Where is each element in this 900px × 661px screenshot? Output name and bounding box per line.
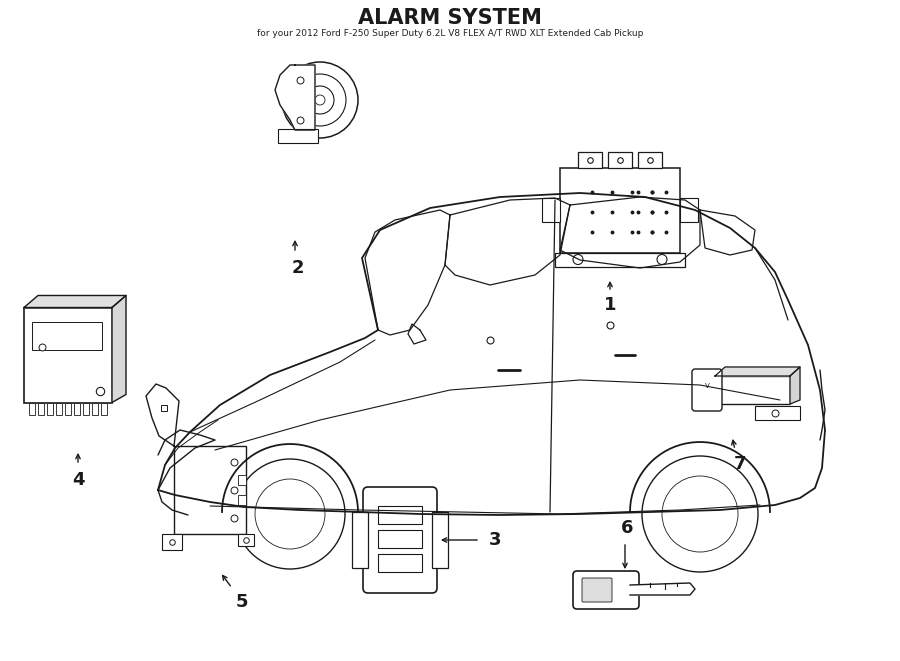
Text: V: V xyxy=(705,383,709,389)
FancyBboxPatch shape xyxy=(692,369,722,411)
FancyBboxPatch shape xyxy=(363,487,437,593)
FancyBboxPatch shape xyxy=(47,403,53,414)
FancyBboxPatch shape xyxy=(65,403,71,414)
FancyBboxPatch shape xyxy=(542,198,560,222)
FancyBboxPatch shape xyxy=(74,403,80,414)
Circle shape xyxy=(315,95,325,105)
FancyBboxPatch shape xyxy=(56,403,62,414)
Text: 2: 2 xyxy=(292,259,304,277)
FancyBboxPatch shape xyxy=(162,534,182,550)
FancyBboxPatch shape xyxy=(573,571,639,609)
Text: ALARM SYSTEM: ALARM SYSTEM xyxy=(358,8,542,28)
FancyBboxPatch shape xyxy=(92,403,98,414)
Circle shape xyxy=(642,456,758,572)
Text: 4: 4 xyxy=(72,471,85,489)
Polygon shape xyxy=(715,367,800,376)
Circle shape xyxy=(662,476,738,552)
FancyBboxPatch shape xyxy=(638,151,662,167)
FancyBboxPatch shape xyxy=(378,554,422,572)
FancyBboxPatch shape xyxy=(352,512,368,568)
FancyBboxPatch shape xyxy=(378,530,422,548)
FancyBboxPatch shape xyxy=(24,307,112,403)
FancyBboxPatch shape xyxy=(378,506,422,524)
FancyBboxPatch shape xyxy=(608,151,632,167)
Polygon shape xyxy=(275,65,315,130)
FancyBboxPatch shape xyxy=(238,534,254,546)
Circle shape xyxy=(255,479,325,549)
FancyBboxPatch shape xyxy=(680,198,698,222)
FancyBboxPatch shape xyxy=(582,578,612,602)
Polygon shape xyxy=(24,295,126,307)
Polygon shape xyxy=(630,583,695,595)
Circle shape xyxy=(306,86,334,114)
Circle shape xyxy=(294,74,346,126)
Circle shape xyxy=(657,254,667,264)
FancyBboxPatch shape xyxy=(238,495,246,505)
FancyBboxPatch shape xyxy=(715,376,790,404)
FancyBboxPatch shape xyxy=(278,129,318,143)
FancyBboxPatch shape xyxy=(238,475,246,485)
FancyBboxPatch shape xyxy=(174,446,246,534)
Circle shape xyxy=(573,254,583,264)
Text: 7: 7 xyxy=(734,455,746,473)
Circle shape xyxy=(235,459,345,569)
FancyBboxPatch shape xyxy=(101,403,107,414)
Text: 3: 3 xyxy=(489,531,501,549)
Circle shape xyxy=(282,62,358,138)
Text: 6: 6 xyxy=(621,519,634,537)
FancyBboxPatch shape xyxy=(432,512,448,568)
FancyBboxPatch shape xyxy=(83,403,89,414)
FancyBboxPatch shape xyxy=(38,403,44,414)
FancyBboxPatch shape xyxy=(755,406,800,420)
FancyBboxPatch shape xyxy=(29,403,35,414)
Polygon shape xyxy=(112,295,126,403)
Polygon shape xyxy=(790,367,800,404)
FancyBboxPatch shape xyxy=(32,322,102,350)
FancyBboxPatch shape xyxy=(578,151,602,167)
FancyBboxPatch shape xyxy=(560,167,680,253)
Polygon shape xyxy=(146,384,179,446)
FancyBboxPatch shape xyxy=(555,253,685,266)
Text: 1: 1 xyxy=(604,296,617,314)
Text: for your 2012 Ford F-250 Super Duty 6.2L V8 FLEX A/T RWD XLT Extended Cab Pickup: for your 2012 Ford F-250 Super Duty 6.2L… xyxy=(256,30,644,38)
Text: 5: 5 xyxy=(236,593,248,611)
